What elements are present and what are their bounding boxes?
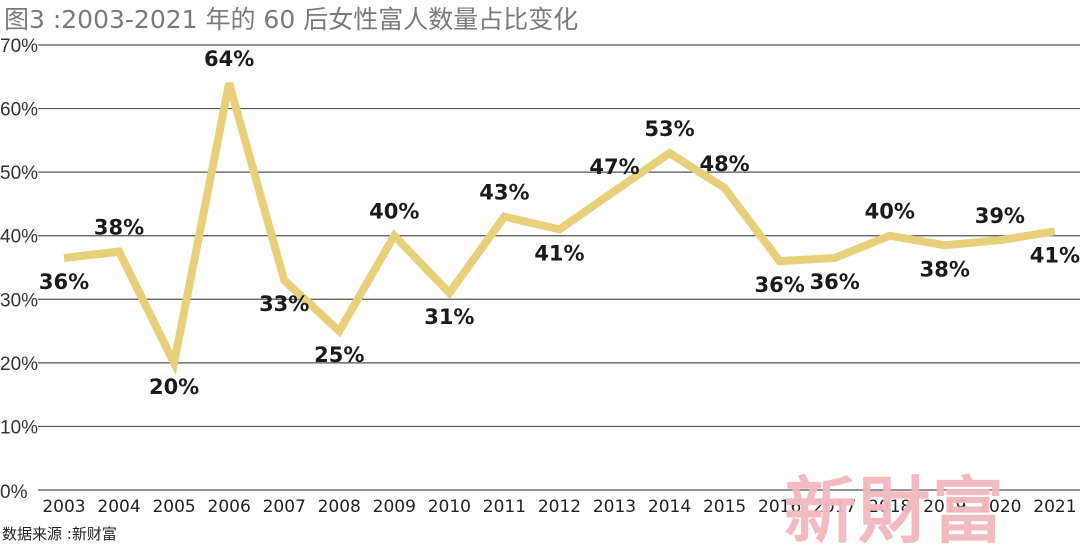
- data-label: 36%: [810, 270, 860, 294]
- y-tick-label: 0%: [0, 482, 28, 503]
- data-label: 41%: [534, 241, 584, 265]
- x-tick-label: 2013: [593, 497, 636, 517]
- x-tick-label: 2015: [703, 497, 746, 517]
- y-tick-label: 30%: [0, 290, 38, 311]
- data-label: 38%: [94, 216, 144, 240]
- data-label: 40%: [369, 200, 419, 224]
- y-tick-label: 10%: [0, 417, 38, 438]
- x-tick-label: 2009: [373, 497, 416, 517]
- y-tick-label: 40%: [0, 227, 38, 248]
- data-label: 43%: [479, 181, 529, 205]
- data-label: 39%: [975, 204, 1025, 228]
- x-tick-label: 2021: [1033, 497, 1076, 517]
- watermark-logo: 新財富: [784, 452, 1006, 557]
- data-label: 20%: [149, 375, 199, 399]
- source-note: 数据来源 :新财富: [2, 523, 117, 544]
- x-tick-label: 2014: [648, 497, 691, 517]
- x-tick-label: 2010: [428, 497, 471, 517]
- x-tick-label: 2007: [263, 497, 306, 517]
- data-labels: 36% 38% 20% 64% 33% 25% 40% 31% 43% 41% 47%53%48% 3…: [39, 47, 1080, 399]
- data-label: 33%: [259, 292, 309, 316]
- y-tick-label: 70%: [0, 36, 38, 57]
- data-label: 40%: [865, 200, 915, 224]
- x-tick-label: 2005: [152, 497, 195, 517]
- data-label: 31%: [424, 305, 474, 329]
- data-label: 36%: [39, 270, 89, 294]
- data-label: 64%: [204, 47, 254, 71]
- data-label: 53%: [644, 117, 694, 141]
- data-label: 38%: [920, 257, 970, 281]
- x-tick-label: 2004: [97, 497, 140, 517]
- x-tick-label: 2003: [42, 497, 85, 517]
- data-label: 47%: [589, 155, 639, 179]
- data-label: 36%: [755, 273, 805, 297]
- data-label: 25%: [314, 343, 364, 367]
- data-label: 41%: [1030, 243, 1080, 267]
- y-tick-label: 50%: [0, 163, 38, 184]
- y-tick-label: 20%: [0, 354, 38, 375]
- data-label: 48%: [699, 152, 749, 176]
- x-tick-label: 2012: [538, 497, 581, 517]
- y-tick-label: 60%: [0, 100, 38, 121]
- y-axis-ticks: 0% 10% 20% 30% 40% 50% 60% 70%: [0, 36, 38, 503]
- x-tick-label: 2011: [483, 497, 526, 517]
- x-tick-label: 2008: [318, 497, 361, 517]
- x-tick-label: 2006: [208, 497, 251, 517]
